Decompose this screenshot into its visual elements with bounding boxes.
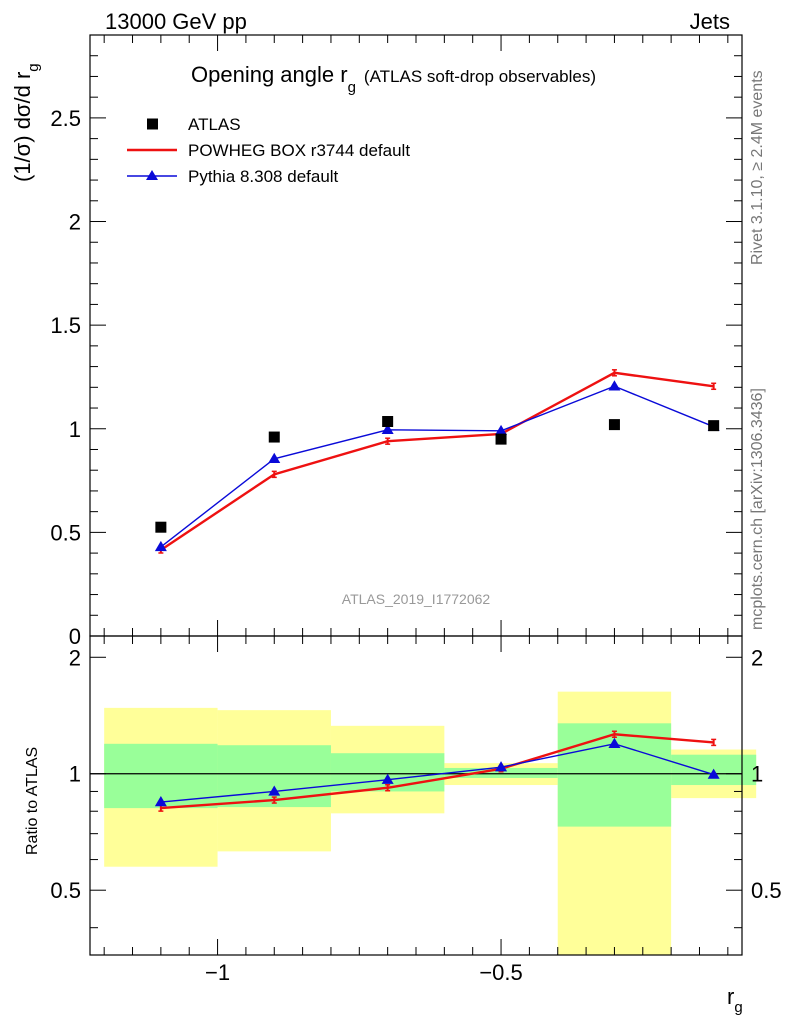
axes-layer: −1 −0.5 0 0.5 1 1.5 2 2.5 0.5 0.5 1 1 2 2 — [50, 34, 782, 985]
series-point-main-2-1 — [268, 452, 281, 464]
series-point-ratio-2-4 — [608, 737, 621, 749]
y-axis-title-main: (1/σ) dσ/d r — [10, 72, 35, 182]
series-point-main-2-2 — [381, 423, 394, 434]
x-tick-label-0: −1 — [205, 960, 230, 985]
y-tick-label-4: 2 — [69, 210, 81, 235]
atlas-point-2 — [382, 416, 394, 428]
atlas-point-5 — [708, 420, 720, 432]
series-point-ratio-2-0 — [154, 796, 167, 807]
series-line-ratio-1 — [160, 733, 714, 810]
ratio-axis-title: Ratio to ATLAS — [24, 747, 41, 855]
series-point-main-2-3 — [495, 424, 508, 436]
y-tick-label-2: 1 — [69, 417, 81, 442]
plot-title-main: Opening angle r — [191, 62, 348, 87]
series-point-ratio-2-1 — [268, 785, 281, 796]
x-axis-title-main: r — [727, 984, 734, 1009]
y-tick-label-3: 1.5 — [50, 313, 81, 338]
atlas-point-1 — [268, 431, 280, 443]
ratio-band-stat-3 — [444, 767, 558, 778]
legend-label-2: Pythia 8.308 default — [188, 167, 339, 186]
x-axis-title-sub: g — [734, 999, 742, 1016]
x-tick-label-1: −0.5 — [479, 960, 522, 985]
ratio-tick-label-left-2: 2 — [69, 645, 81, 670]
ratio-tick-label-left-0: 0.5 — [50, 878, 81, 903]
ratio-tick-label-right-0: 0.5 — [751, 878, 782, 903]
y-axis-title-sub: g — [25, 63, 42, 71]
plot-title-paren: (ATLAS soft-drop observables) — [364, 67, 596, 86]
analysis-watermark: ATLAS_2019_I1772062 — [342, 591, 491, 607]
y-tick-label-1: 0.5 — [50, 520, 81, 545]
atlas-point-4 — [608, 419, 620, 431]
ratio-tick-label-right-1: 1 — [751, 762, 763, 787]
header-left: 13000 GeV pp — [105, 9, 247, 34]
series-line-main-1 — [160, 371, 714, 551]
series-layer — [154, 369, 720, 812]
legend-marker-0 — [147, 118, 158, 130]
ratio-tick-label-right-2: 2 — [751, 645, 763, 670]
y-axis-title: (1/σ) dσ/d rg — [10, 63, 42, 182]
ratio-tick-label-left-1: 1 — [69, 762, 81, 787]
x-axis-title: rg — [727, 984, 743, 1016]
atlas-point-3 — [495, 433, 507, 445]
series-point-ratio-2-3 — [495, 761, 508, 772]
series-point-ratio-2-5 — [707, 768, 720, 779]
legend-label-1: POWHEG BOX r3744 default — [188, 141, 410, 160]
series-point-main-2-4 — [608, 380, 621, 391]
atlas-point-0 — [155, 521, 167, 533]
mcplots-label: mcplots.cern.ch [arXiv:1306.3436] — [749, 388, 766, 630]
series-line-main-2 — [160, 385, 714, 548]
legend: ATLAS POWHEG BOX r3744 default Pythia 8.30… — [127, 115, 410, 186]
legend-label-0: ATLAS — [188, 115, 241, 134]
rivet-label: Rivet 3.1.10, ≥ 2.4M events — [749, 70, 766, 265]
y-tick-label-5: 2.5 — [50, 106, 81, 131]
legend-triangle-2 — [146, 170, 158, 180]
header-right: Jets — [690, 9, 730, 34]
series-point-ratio-2-2 — [381, 773, 394, 784]
ratio-bands — [104, 691, 757, 955]
plot-title: Opening angle rg (ATLAS soft-drop observa… — [191, 62, 596, 96]
series-line-ratio-2 — [160, 743, 714, 803]
y-tick-label-0: 0 — [69, 624, 81, 649]
series-point-main-2-0 — [154, 540, 167, 552]
plot-title-sub: g — [348, 79, 356, 96]
